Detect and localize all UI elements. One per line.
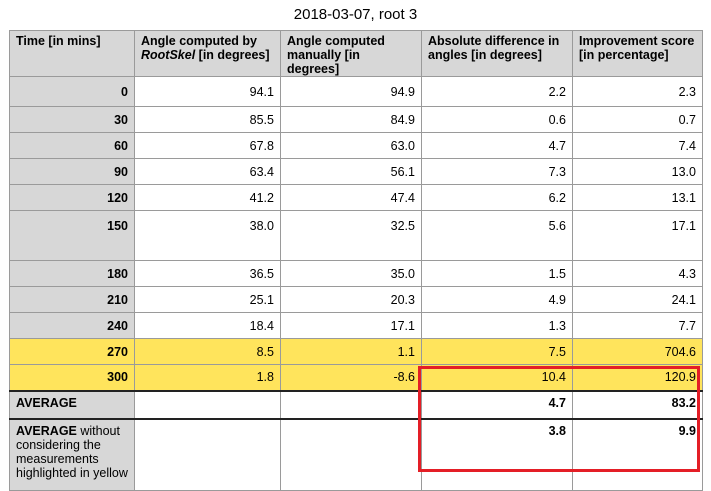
row-manual: 56.1 <box>280 158 422 185</box>
average-improvement: 83.2 <box>572 389 703 419</box>
table-row: 180 36.5 35.0 1.5 4.3 <box>9 260 703 287</box>
row-rootskel: 18.4 <box>134 312 281 339</box>
row-absdiff: 1.5 <box>421 260 573 287</box>
header-rootskel-suffix: [in degrees] <box>195 48 270 62</box>
table-row: 120 41.2 47.4 6.2 13.1 <box>9 184 703 211</box>
table-row: 30 85.5 84.9 0.6 0.7 <box>9 106 703 133</box>
average-excluding-manual-empty <box>280 417 422 491</box>
row-time: 150 <box>9 210 135 261</box>
row-improvement: 17.1 <box>572 210 703 261</box>
average-excluding-absdiff: 3.8 <box>421 417 573 491</box>
average-label: AVERAGE <box>9 389 135 419</box>
row-improvement: 4.3 <box>572 260 703 287</box>
row-absdiff: 4.9 <box>421 286 573 313</box>
table-title: 2018-03-07, root 3 <box>293 6 418 23</box>
row-absdiff: 0.6 <box>421 106 573 133</box>
row-manual: -8.6 <box>280 364 422 391</box>
row-absdiff: 2.2 <box>421 76 573 107</box>
average-excluding-label-bold: AVERAGE <box>16 423 77 438</box>
row-manual: 17.1 <box>280 312 422 339</box>
row-absdiff: 5.6 <box>421 210 573 261</box>
row-manual: 94.9 <box>280 76 422 107</box>
row-rootskel: 41.2 <box>134 184 281 211</box>
table-row: 240 18.4 17.1 1.3 7.7 <box>9 312 703 339</box>
row-absdiff: 7.5 <box>421 338 573 365</box>
row-improvement: 0.7 <box>572 106 703 133</box>
row-absdiff: 10.4 <box>421 364 573 391</box>
row-manual: 20.3 <box>280 286 422 313</box>
row-rootskel: 36.5 <box>134 260 281 287</box>
table-row: 210 25.1 20.3 4.9 24.1 <box>9 286 703 313</box>
row-manual: 32.5 <box>280 210 422 261</box>
row-absdiff: 7.3 <box>421 158 573 185</box>
row-time: 270 <box>9 338 135 365</box>
average-excluding-row: AVERAGE without considering the measurem… <box>9 417 703 491</box>
results-table: Time [in mins] Angle computed by RootSke… <box>9 30 703 491</box>
row-rootskel: 38.0 <box>134 210 281 261</box>
average-rootskel-empty <box>134 389 281 419</box>
row-time: 300 <box>9 364 135 391</box>
header-rootskel-angle: Angle computed by RootSkel [in degrees] <box>134 30 281 77</box>
row-manual: 84.9 <box>280 106 422 133</box>
row-absdiff: 1.3 <box>421 312 573 339</box>
row-rootskel: 67.8 <box>134 132 281 159</box>
row-improvement: 13.0 <box>572 158 703 185</box>
average-excluding-label-rest: without considering the measurements hig… <box>16 423 128 480</box>
header-rootskel-prefix: Angle computed by <box>141 34 257 48</box>
row-improvement: 2.3 <box>572 76 703 107</box>
row-improvement: 7.7 <box>572 312 703 339</box>
row-absdiff: 4.7 <box>421 132 573 159</box>
header-row: Time [in mins] Angle computed by RootSke… <box>9 30 703 77</box>
row-time: 210 <box>9 286 135 313</box>
row-improvement: 120.9 <box>572 364 703 391</box>
row-time: 60 <box>9 132 135 159</box>
table-row: 90 63.4 56.1 7.3 13.0 <box>9 158 703 185</box>
row-rootskel: 85.5 <box>134 106 281 133</box>
header-time: Time [in mins] <box>9 30 135 77</box>
row-time: 120 <box>9 184 135 211</box>
header-manual-angle: Angle computed manually [in degrees] <box>280 30 422 77</box>
row-time: 240 <box>9 312 135 339</box>
row-time: 180 <box>9 260 135 287</box>
row-time: 0 <box>9 76 135 107</box>
row-rootskel: 8.5 <box>134 338 281 365</box>
header-rootskel-name: RootSkel <box>141 48 196 62</box>
header-improvement-score: Improvement score [in percentage] <box>572 30 703 77</box>
row-improvement: 13.1 <box>572 184 703 211</box>
average-row: AVERAGE 4.7 83.2 <box>9 389 703 419</box>
table-row: 270 8.5 1.1 7.5 704.6 <box>9 338 703 365</box>
average-excluding-label: AVERAGE without considering the measurem… <box>9 417 135 491</box>
row-rootskel: 94.1 <box>134 76 281 107</box>
table-row: 60 67.8 63.0 4.7 7.4 <box>9 132 703 159</box>
row-improvement: 704.6 <box>572 338 703 365</box>
row-manual: 1.1 <box>280 338 422 365</box>
row-manual: 47.4 <box>280 184 422 211</box>
table-body: 0 94.1 94.9 2.2 2.3 30 85.5 84.9 0.6 0.7 60 67.8 63.… <box>9 76 703 391</box>
results-table-wrapper: Time [in mins] Angle computed by RootSke… <box>9 30 703 491</box>
table-row: 0 94.1 94.9 2.2 2.3 <box>9 76 703 107</box>
header-absolute-difference: Absolute difference in angles [in degree… <box>421 30 573 77</box>
row-rootskel: 1.8 <box>134 364 281 391</box>
table-row: 150 38.0 32.5 5.6 17.1 <box>9 210 703 261</box>
row-rootskel: 25.1 <box>134 286 281 313</box>
row-time: 90 <box>9 158 135 185</box>
average-manual-empty <box>280 389 422 419</box>
table-row: 300 1.8 -8.6 10.4 120.9 <box>9 364 703 391</box>
average-absdiff: 4.7 <box>421 389 573 419</box>
row-time: 30 <box>9 106 135 133</box>
row-improvement: 24.1 <box>572 286 703 313</box>
row-absdiff: 6.2 <box>421 184 573 211</box>
row-manual: 63.0 <box>280 132 422 159</box>
row-improvement: 7.4 <box>572 132 703 159</box>
row-rootskel: 63.4 <box>134 158 281 185</box>
average-excluding-improvement: 9.9 <box>572 417 703 491</box>
row-manual: 35.0 <box>280 260 422 287</box>
